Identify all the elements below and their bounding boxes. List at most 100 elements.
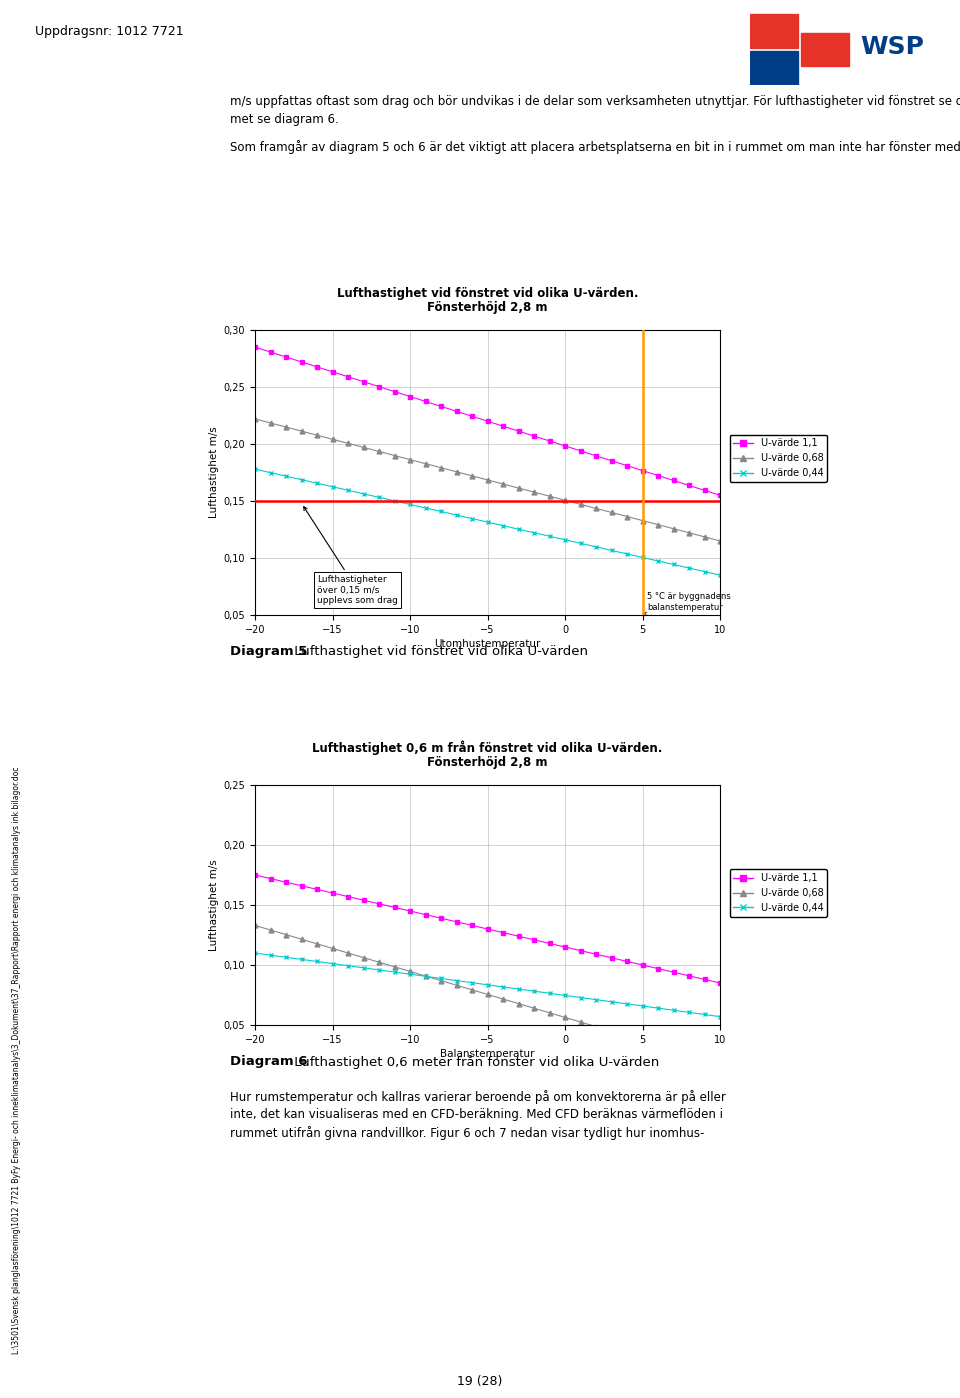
- U-värde 1,1: [420, 906, 431, 923]
- U-värde 1,1: [326, 363, 338, 380]
- U-värde 0,68: [467, 467, 478, 484]
- U-värde 0,68: [296, 422, 307, 439]
- U-värde 0,68: [342, 945, 353, 962]
- U-värde 0,44: [668, 1002, 680, 1019]
- U-värde 0,68: [420, 456, 431, 473]
- U-värde 0,68: [420, 967, 431, 984]
- U-värde 0,44: [636, 998, 648, 1015]
- U-värde 0,44: [311, 953, 323, 970]
- U-värde 0,44: [560, 987, 571, 1004]
- U-värde 1,1: [575, 942, 587, 959]
- U-värde 0,44: [684, 559, 695, 576]
- U-värde 1,1: [684, 477, 695, 493]
- U-värde 1,1: [389, 383, 400, 400]
- U-värde 0,44: [358, 485, 370, 502]
- Text: Lufthastighet vid fönstret vid olika U-värden.: Lufthastighet vid fönstret vid olika U-v…: [337, 287, 638, 301]
- U-värde 0,44: [684, 1004, 695, 1021]
- U-värde 1,1: [560, 938, 571, 955]
- U-värde 1,1: [311, 358, 323, 375]
- U-värde 1,1: [373, 895, 385, 911]
- U-värde 0,68: [265, 415, 276, 432]
- Line: U-värde 0,44: U-värde 0,44: [252, 951, 723, 1019]
- Text: Fönsterhöjd 2,8 m: Fönsterhöjd 2,8 m: [427, 301, 548, 315]
- U-värde 1,1: [482, 921, 493, 938]
- U-värde 0,44: [652, 552, 663, 569]
- U-värde 1,1: [652, 960, 663, 977]
- U-värde 1,1: [606, 949, 617, 966]
- U-värde 0,68: [636, 1032, 648, 1048]
- U-värde 0,44: [652, 1000, 663, 1016]
- Y-axis label: Lufthastighet m/s: Lufthastighet m/s: [209, 426, 220, 519]
- U-värde 1,1: [451, 913, 463, 930]
- Text: Lufthastighet 0,6 m från fönstret vid olika U-värden.: Lufthastighet 0,6 m från fönstret vid ol…: [312, 741, 662, 755]
- U-värde 1,1: [373, 379, 385, 396]
- Text: Lufthastighet 0,6 meter från fönster vid olika U-värden: Lufthastighet 0,6 meter från fönster vid…: [290, 1055, 660, 1069]
- U-värde 1,1: [636, 463, 648, 480]
- U-värde 1,1: [451, 403, 463, 419]
- U-värde 0,44: [435, 970, 446, 987]
- U-värde 0,44: [373, 962, 385, 979]
- U-värde 1,1: [342, 368, 353, 384]
- Text: Fönsterhöjd 2,8 m: Fönsterhöjd 2,8 m: [427, 756, 548, 769]
- U-värde 1,1: [404, 903, 416, 920]
- U-värde 1,1: [250, 867, 261, 884]
- U-värde 1,1: [714, 487, 726, 503]
- U-värde 0,68: [513, 480, 524, 496]
- U-värde 1,1: [358, 373, 370, 390]
- U-värde 0,68: [668, 1042, 680, 1058]
- U-värde 0,44: [699, 1007, 710, 1023]
- U-värde 0,68: [250, 917, 261, 934]
- U-värde 1,1: [652, 467, 663, 484]
- U-värde 0,68: [435, 972, 446, 988]
- U-värde 0,68: [482, 986, 493, 1002]
- U-värde 1,1: [497, 418, 509, 435]
- Line: U-värde 1,1: U-värde 1,1: [252, 345, 723, 498]
- U-värde 0,44: [513, 521, 524, 538]
- U-värde 1,1: [699, 972, 710, 988]
- U-värde 0,68: [621, 1028, 633, 1044]
- U-värde 1,1: [435, 398, 446, 415]
- Text: m/s uppfattas oftast som drag och bör undvikas i de delar som verksamheten utnyt: m/s uppfattas oftast som drag och bör un…: [230, 95, 960, 108]
- U-värde 0,68: [528, 484, 540, 500]
- U-värde 1,1: [497, 924, 509, 941]
- U-värde 1,1: [389, 899, 400, 916]
- U-värde 0,68: [311, 935, 323, 952]
- U-värde 0,44: [265, 464, 276, 481]
- U-värde 0,44: [311, 475, 323, 492]
- X-axis label: Utomhustemperatur: Utomhustemperatur: [434, 639, 540, 649]
- Text: rummet utifrån givna randvillkor. Figur 6 och 7 nedan visar tydligt hur inomhus-: rummet utifrån givna randvillkor. Figur …: [230, 1125, 705, 1139]
- U-värde 0,68: [373, 443, 385, 460]
- U-värde 0,68: [606, 505, 617, 521]
- U-värde 0,68: [606, 1023, 617, 1040]
- U-värde 0,68: [358, 439, 370, 456]
- U-värde 0,68: [265, 921, 276, 938]
- X-axis label: Balanstemperatur: Balanstemperatur: [441, 1048, 535, 1058]
- U-värde 0,44: [404, 966, 416, 983]
- U-värde 0,44: [528, 983, 540, 1000]
- U-värde 0,44: [389, 492, 400, 509]
- Text: Diagram 6: Diagram 6: [230, 1055, 307, 1068]
- U-värde 0,44: [280, 468, 292, 485]
- Text: WSP: WSP: [860, 35, 924, 60]
- U-värde 0,44: [482, 513, 493, 530]
- U-värde 0,68: [497, 475, 509, 492]
- U-värde 1,1: [467, 408, 478, 425]
- U-värde 1,1: [265, 870, 276, 886]
- U-värde 0,44: [590, 991, 602, 1008]
- U-värde 1,1: [420, 393, 431, 410]
- U-värde 0,44: [560, 531, 571, 548]
- U-värde 1,1: [482, 412, 493, 429]
- U-värde 0,44: [606, 542, 617, 559]
- U-värde 0,68: [296, 931, 307, 948]
- U-värde 0,44: [250, 461, 261, 478]
- Text: L:\3501\Svensk planglasförening\1012 7721 ByFy Energi- och inneklimatanalys\3_Do: L:\3501\Svensk planglasförening\1012 772…: [12, 766, 21, 1353]
- U-värde 1,1: [575, 442, 587, 459]
- U-värde 1,1: [280, 874, 292, 891]
- Text: inte, det kan visualiseras med en CFD-beräkning. Med CFD beräknas värmeflöden i: inte, det kan visualiseras med en CFD-be…: [230, 1109, 723, 1121]
- Legend: U-värde 1,1, U-värde 0,68, U-värde 0,44: U-värde 1,1, U-värde 0,68, U-värde 0,44: [730, 435, 828, 482]
- U-värde 0,44: [389, 963, 400, 980]
- U-värde 0,44: [606, 994, 617, 1011]
- U-värde 0,44: [435, 503, 446, 520]
- U-värde 1,1: [606, 453, 617, 470]
- U-värde 0,68: [528, 1000, 540, 1016]
